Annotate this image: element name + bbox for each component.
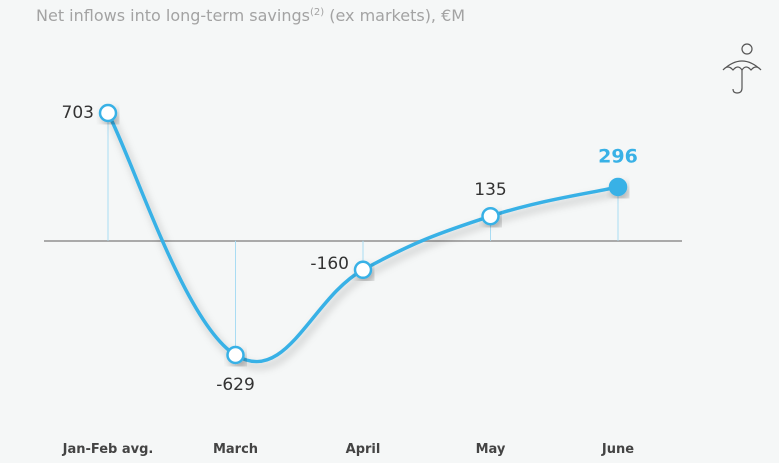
x-tick-label: March <box>213 442 258 457</box>
title-suffix: (ex markets), €M <box>324 6 465 25</box>
value-label: -629 <box>216 375 255 395</box>
point <box>353 260 373 280</box>
point <box>608 177 628 197</box>
value-label: -160 <box>310 254 349 274</box>
title-note: (2) <box>310 7 324 18</box>
x-tick-label: Jan-Feb avg. <box>62 442 154 457</box>
x-tick-label: June <box>601 442 634 457</box>
title-main: Net inflows into long-term savings <box>36 6 310 25</box>
point <box>98 103 118 123</box>
line <box>106 112 619 364</box>
value-label: 703 <box>62 103 94 123</box>
point <box>226 345 245 365</box>
x-tick-label: May <box>476 442 506 457</box>
point <box>481 206 500 226</box>
umbrella-icon <box>722 43 762 94</box>
value-label: 296 <box>598 145 638 167</box>
chart-title: Net inflows into long-term savings(2) (e… <box>36 6 465 25</box>
x-tick-label: April <box>346 442 381 457</box>
value-label: 135 <box>474 180 506 200</box>
